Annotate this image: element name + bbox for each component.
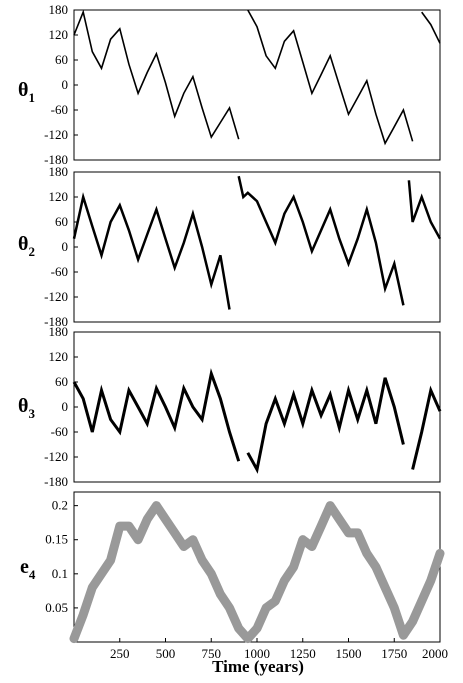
series-line-theta1: [73, 9, 441, 146]
y-tick-label: 0.2: [52, 498, 68, 513]
y-tick-label: -60: [51, 424, 68, 439]
y-tick-label: 0: [62, 399, 69, 414]
series-line-e4: [69, 501, 445, 644]
panel-theta1: 180 120 60 0 -60 -120 -180 θ1: [18, 2, 441, 167]
x-ticks-e4: 250 500 750 1000 1250 1500 1750 2000: [110, 638, 448, 661]
y-tick-label: -60: [51, 264, 68, 279]
x-tick-label: 500: [156, 646, 176, 661]
y-tick-label: 60: [55, 214, 68, 229]
y-tick-label: -180: [44, 152, 68, 167]
y-tick-label: 0.05: [45, 600, 68, 615]
y-tick-label: -120: [44, 127, 68, 142]
y-tick-label: 180: [49, 164, 69, 179]
y-label-e4: e4: [20, 556, 36, 582]
y-tick-label: 180: [49, 2, 69, 17]
x-axis-label: Time (years): [212, 657, 304, 676]
panel-e4: 0.2 0.15 0.1 0.05 250 500 750 1000 1250 1500 1750…: [20, 491, 448, 676]
y-tick-label: 120: [49, 189, 69, 204]
y-tick-label: 120: [49, 27, 69, 42]
y-tick-label: 180: [49, 324, 69, 339]
y-tick-label: 0: [62, 77, 69, 92]
x-tick-label: 1250: [290, 646, 316, 661]
y-tick-label: 0.1: [52, 566, 68, 581]
y-ticks-e4: 0.2 0.15 0.1 0.05: [45, 498, 78, 615]
series-line-theta3: [72, 368, 442, 474]
x-tick-label: 2000: [422, 646, 448, 661]
y-tick-label: 0: [62, 239, 69, 254]
y-tick-label: -60: [51, 102, 68, 117]
x-tick-label: 1500: [336, 646, 362, 661]
y-tick-label: 0.15: [45, 532, 68, 547]
y-tick-label: -180: [44, 314, 68, 329]
x-tick-label: 750: [202, 646, 222, 661]
y-ticks-theta3: 180 120 60 0 -60 -120 -180: [44, 324, 78, 489]
series-line-theta2: [72, 175, 442, 310]
y-ticks-theta2: 180 120 60 0 -60 -120 -180: [44, 164, 78, 329]
x-tick-label: 1750: [381, 646, 407, 661]
panel-theta3: 180 120 60 0 -60 -120 -180 θ3: [18, 324, 442, 489]
y-tick-label: 60: [55, 374, 68, 389]
y-tick-label: -180: [44, 474, 68, 489]
y-label-theta2: θ2: [18, 233, 35, 259]
panel-theta2: 180 120 60 0 -60 -120 -180 θ2: [18, 164, 442, 329]
y-tick-label: 120: [49, 349, 69, 364]
y-tick-label: 60: [55, 52, 68, 67]
y-tick-label: -120: [44, 289, 68, 304]
y-label-theta3: θ3: [18, 395, 35, 421]
x-tick-label: 250: [110, 646, 130, 661]
x-tick-label: 1000: [244, 646, 270, 661]
y-tick-label: -120: [44, 449, 68, 464]
y-label-theta1: θ1: [18, 79, 35, 105]
y-ticks-theta1: 180 120 60 0 -60 -120 -180: [44, 2, 78, 167]
